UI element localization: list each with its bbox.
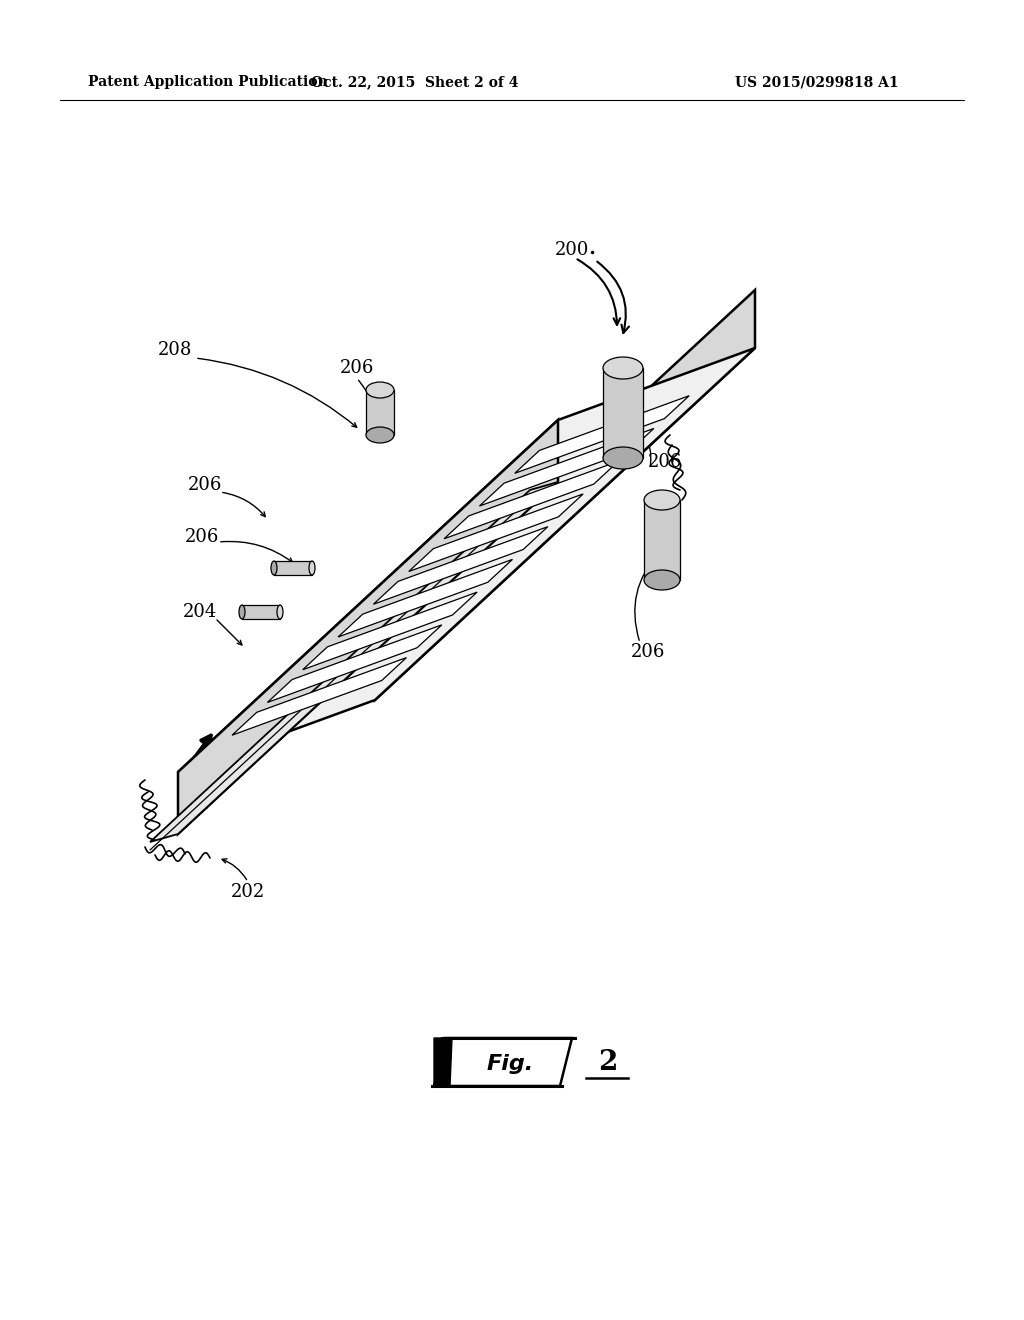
Polygon shape [375, 290, 755, 700]
FancyArrowPatch shape [223, 492, 265, 516]
Polygon shape [603, 368, 643, 458]
Polygon shape [303, 593, 477, 669]
Text: 206: 206 [631, 643, 666, 661]
Ellipse shape [644, 490, 680, 510]
Text: Fig.: Fig. [486, 1053, 534, 1074]
Ellipse shape [603, 447, 643, 469]
Text: 204: 204 [183, 603, 217, 620]
Polygon shape [434, 1038, 452, 1086]
Ellipse shape [271, 561, 278, 576]
FancyArrowPatch shape [578, 259, 621, 325]
FancyArrowPatch shape [221, 541, 293, 562]
Text: Patent Application Publication: Patent Application Publication [88, 75, 328, 88]
Polygon shape [232, 657, 407, 735]
Text: 2: 2 [598, 1048, 617, 1076]
Text: 206: 206 [184, 528, 219, 546]
Ellipse shape [603, 356, 643, 379]
Ellipse shape [644, 570, 680, 590]
Ellipse shape [239, 605, 245, 619]
Polygon shape [409, 494, 583, 572]
Ellipse shape [366, 381, 394, 399]
FancyArrowPatch shape [597, 261, 629, 333]
Text: 206: 206 [643, 521, 677, 539]
Text: 206: 206 [340, 359, 374, 378]
Text: 208: 208 [158, 341, 193, 359]
Polygon shape [479, 429, 654, 506]
Polygon shape [338, 560, 512, 638]
Polygon shape [434, 1038, 572, 1086]
Text: 202: 202 [230, 883, 265, 902]
FancyArrowPatch shape [358, 380, 373, 400]
Polygon shape [374, 527, 548, 605]
Polygon shape [644, 500, 680, 579]
Polygon shape [150, 482, 558, 842]
FancyArrowPatch shape [222, 859, 247, 879]
Polygon shape [274, 561, 312, 576]
Polygon shape [366, 389, 394, 436]
Polygon shape [242, 605, 280, 619]
Ellipse shape [366, 426, 394, 444]
FancyArrowPatch shape [635, 553, 659, 640]
FancyArrowPatch shape [644, 434, 651, 465]
Ellipse shape [278, 605, 283, 619]
Polygon shape [444, 461, 618, 539]
Ellipse shape [309, 561, 315, 576]
Polygon shape [178, 420, 558, 834]
Text: US 2015/0299818 A1: US 2015/0299818 A1 [735, 75, 899, 88]
Text: 206: 206 [187, 477, 222, 494]
Text: Oct. 22, 2015  Sheet 2 of 4: Oct. 22, 2015 Sheet 2 of 4 [311, 75, 519, 88]
Polygon shape [178, 348, 755, 772]
Text: 206: 206 [648, 453, 682, 471]
FancyArrowPatch shape [217, 620, 242, 645]
FancyArrowPatch shape [198, 358, 356, 428]
Polygon shape [515, 396, 689, 474]
Polygon shape [267, 624, 441, 702]
FancyArrowPatch shape [648, 513, 658, 531]
Text: 200: 200 [555, 242, 589, 259]
